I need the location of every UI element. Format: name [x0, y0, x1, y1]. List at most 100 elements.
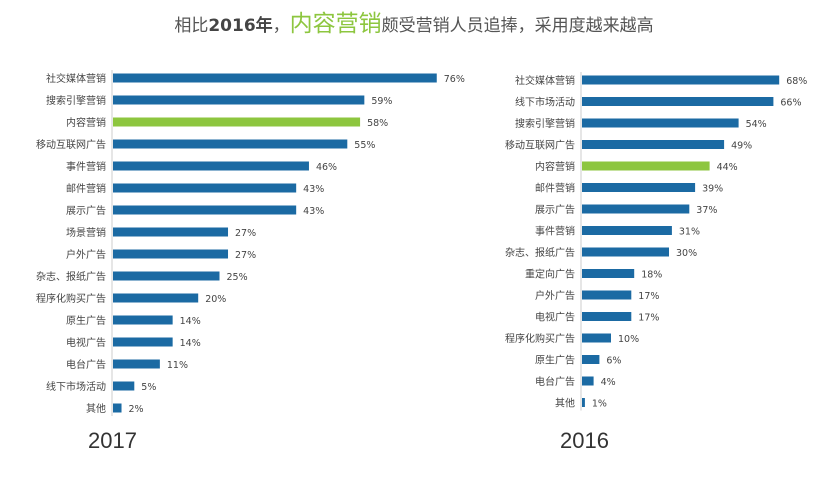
- data-label: 54%: [746, 119, 767, 130]
- bar: [113, 95, 365, 105]
- bar: [113, 315, 173, 325]
- data-label: 14%: [180, 338, 201, 349]
- data-label: 58%: [367, 118, 388, 129]
- category-label: 搜索引擎营销: [515, 117, 575, 130]
- category-label: 邮件营销: [535, 182, 575, 195]
- data-label: 6%: [606, 356, 621, 367]
- data-label: 30%: [676, 248, 697, 259]
- year-label-2017: 2017: [88, 428, 137, 453]
- data-label: 66%: [780, 98, 801, 109]
- data-label: 4%: [601, 377, 616, 388]
- data-label: 49%: [731, 141, 752, 152]
- category-label: 展示广告: [535, 203, 575, 216]
- bar: [582, 269, 635, 278]
- data-label: 17%: [638, 313, 659, 324]
- year-label-2016: 2016: [560, 428, 609, 453]
- bar: [113, 381, 135, 391]
- category-label: 移动互联网广告: [36, 138, 106, 151]
- category-label: 其他: [86, 402, 106, 415]
- category-label: 线下市场活动: [46, 380, 106, 393]
- category-label: 事件营销: [66, 160, 106, 173]
- data-label: 25%: [227, 272, 248, 283]
- bar: [113, 227, 229, 237]
- data-label: 76%: [444, 74, 465, 85]
- data-label: 37%: [696, 205, 717, 216]
- data-label: 43%: [303, 184, 324, 195]
- bar: [582, 118, 739, 128]
- bar: [113, 117, 361, 127]
- data-label: 55%: [354, 140, 375, 151]
- category-label: 杂志、报纸广告: [505, 246, 575, 259]
- category-label: 重定向广告: [525, 268, 575, 281]
- data-label: 59%: [371, 96, 392, 107]
- category-label: 事件营销: [535, 225, 575, 238]
- bar: [582, 312, 632, 321]
- category-label: 电视广告: [535, 311, 575, 324]
- category-label: 内容营销: [535, 160, 575, 173]
- bar: [113, 271, 220, 281]
- data-label: 18%: [641, 270, 662, 281]
- category-label: 社交媒体营销: [46, 72, 106, 85]
- category-label: 杂志、报纸广告: [36, 270, 106, 283]
- category-label: 移动互联网广告: [505, 139, 575, 152]
- bar: [113, 249, 229, 259]
- title-year: 2016年: [208, 16, 273, 36]
- bar: [582, 333, 611, 343]
- data-label: 31%: [679, 227, 700, 238]
- data-label: 5%: [141, 382, 156, 393]
- data-label: 44%: [717, 162, 738, 173]
- title-part1: 相比: [174, 16, 209, 36]
- bar: [113, 293, 199, 303]
- data-label: 46%: [316, 162, 337, 173]
- chart-title: 相比2016年，内容营销颇受营销人员追捧，采用度越来越高: [0, 4, 828, 38]
- category-label: 线下市场活动: [515, 96, 575, 109]
- bar: [582, 290, 632, 300]
- category-label: 电视广告: [66, 336, 106, 349]
- data-label: 17%: [638, 291, 659, 302]
- category-label: 展示广告: [66, 204, 106, 217]
- bar: [113, 205, 297, 215]
- bar: [113, 403, 122, 413]
- category-label: 社交媒体营销: [515, 74, 575, 87]
- title-part2: ，: [272, 16, 290, 36]
- data-label: 20%: [205, 294, 226, 305]
- bar: [113, 73, 437, 83]
- bar: [113, 161, 309, 171]
- category-label: 邮件营销: [66, 182, 106, 195]
- bar: [582, 140, 725, 149]
- bar: [582, 226, 672, 235]
- bar: [582, 398, 585, 407]
- bar: [582, 161, 710, 171]
- bar: [113, 337, 173, 347]
- bar: [113, 183, 297, 193]
- bar: [582, 75, 780, 85]
- bar: [582, 355, 600, 364]
- bar: [582, 97, 774, 106]
- data-label: 43%: [303, 206, 324, 217]
- title-highlight: 内容营销: [289, 11, 382, 37]
- category-label: 电台广告: [66, 358, 106, 371]
- data-label: 39%: [702, 184, 723, 195]
- bar: [113, 139, 348, 149]
- data-label: 10%: [618, 334, 639, 345]
- data-label: 27%: [235, 228, 256, 239]
- category-label: 原生广告: [66, 314, 106, 327]
- category-label: 程序化购买广告: [505, 332, 575, 345]
- data-label: 2%: [129, 404, 144, 415]
- category-label: 搜索引擎营销: [46, 94, 106, 107]
- category-label: 其他: [555, 397, 575, 410]
- bar: [582, 183, 696, 192]
- category-label: 内容营销: [66, 116, 106, 129]
- title-part3: 颇受营销人员追捧，采用度越来越高: [381, 16, 654, 36]
- category-label: 场景营销: [66, 226, 106, 239]
- data-label: 1%: [592, 399, 607, 410]
- data-label: 14%: [180, 316, 201, 327]
- bar: [582, 204, 690, 214]
- category-label: 原生广告: [535, 354, 575, 367]
- bar: [582, 376, 594, 386]
- category-label: 程序化购买广告: [36, 292, 106, 305]
- bar: [582, 247, 669, 257]
- category-label: 电台广告: [535, 375, 575, 388]
